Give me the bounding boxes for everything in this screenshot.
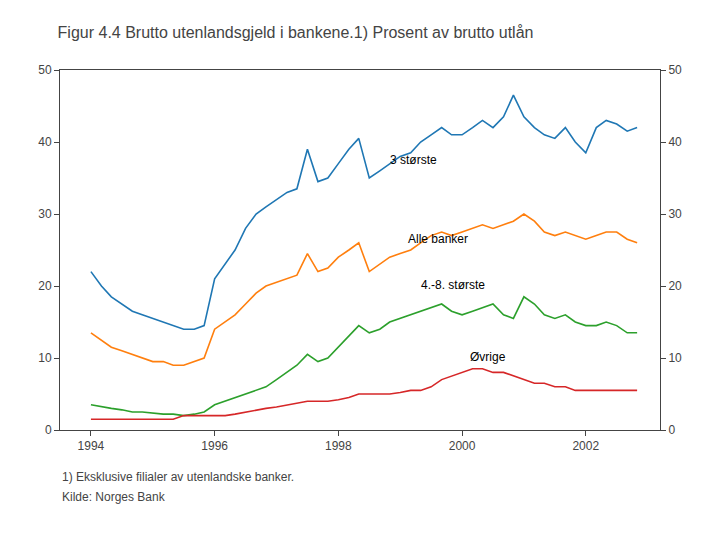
- svg-text:1) Eksklusive filialer av uten: 1) Eksklusive filialer av utenlandske ba…: [62, 470, 294, 484]
- svg-text:50: 50: [38, 63, 52, 77]
- svg-text:10: 10: [38, 351, 52, 365]
- svg-text:50: 50: [668, 63, 682, 77]
- svg-text:30: 30: [38, 207, 52, 221]
- svg-text:30: 30: [668, 207, 682, 221]
- svg-text:0: 0: [668, 423, 675, 437]
- svg-text:20: 20: [668, 279, 682, 293]
- svg-text:1996: 1996: [201, 439, 228, 453]
- svg-text:Kilde: Norges Bank: Kilde: Norges Bank: [62, 490, 166, 504]
- svg-text:20: 20: [38, 279, 52, 293]
- svg-text:Øvrige: Øvrige: [470, 350, 506, 364]
- svg-text:1998: 1998: [325, 439, 352, 453]
- svg-text:Alle banker: Alle banker: [408, 232, 468, 246]
- svg-text:2002: 2002: [572, 439, 599, 453]
- svg-text:2000: 2000: [449, 439, 476, 453]
- svg-text:40: 40: [668, 135, 682, 149]
- svg-text:10: 10: [668, 351, 682, 365]
- svg-text:1994: 1994: [78, 439, 105, 453]
- svg-text:Figur 4.4 Brutto utenlandsgjel: Figur 4.4 Brutto utenlandsgjeld i banken…: [58, 24, 534, 41]
- svg-text:4.-8. største: 4.-8. største: [421, 278, 485, 292]
- svg-text:40: 40: [38, 135, 52, 149]
- svg-text:0: 0: [45, 423, 52, 437]
- svg-text:3 største: 3 største: [390, 153, 437, 167]
